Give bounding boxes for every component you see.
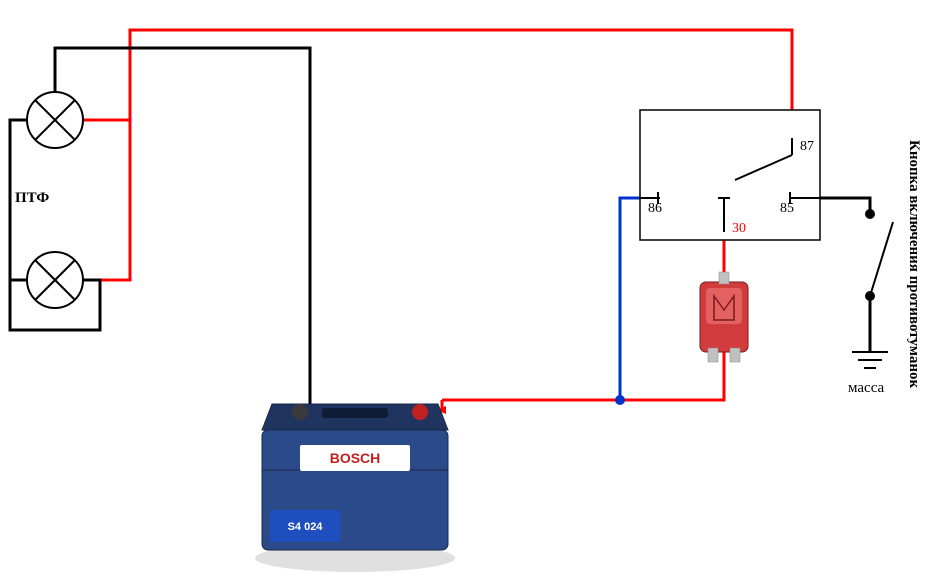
relay-pin-86-label: 86 [648,201,662,216]
switch-label: Кнопка включения противотуманок [905,140,923,388]
ground-label: масса [848,380,884,397]
battery [255,404,455,572]
battery-model-text: S4 024 [288,521,324,533]
relay-pin-87-label: 87 [800,139,814,154]
relay-pin-30-label: 30 [732,221,746,236]
lamp-top [27,92,83,148]
wiring-diagram: BOSCH S4 024 87 86 85 30 [0,0,940,584]
wire-blue-relay86 [620,198,640,400]
lamp-bottom [27,252,83,308]
relay [640,110,820,240]
ground-symbol [852,352,888,368]
switch-fog [866,210,893,300]
relay-pin-85-label: 85 [780,201,794,216]
wire-black-battery-negative [55,48,310,420]
battery-brand-text: BOSCH [330,450,381,466]
junction-blue-red [615,395,625,405]
fuse [700,272,748,362]
ptf-label: ПТФ [15,190,49,207]
